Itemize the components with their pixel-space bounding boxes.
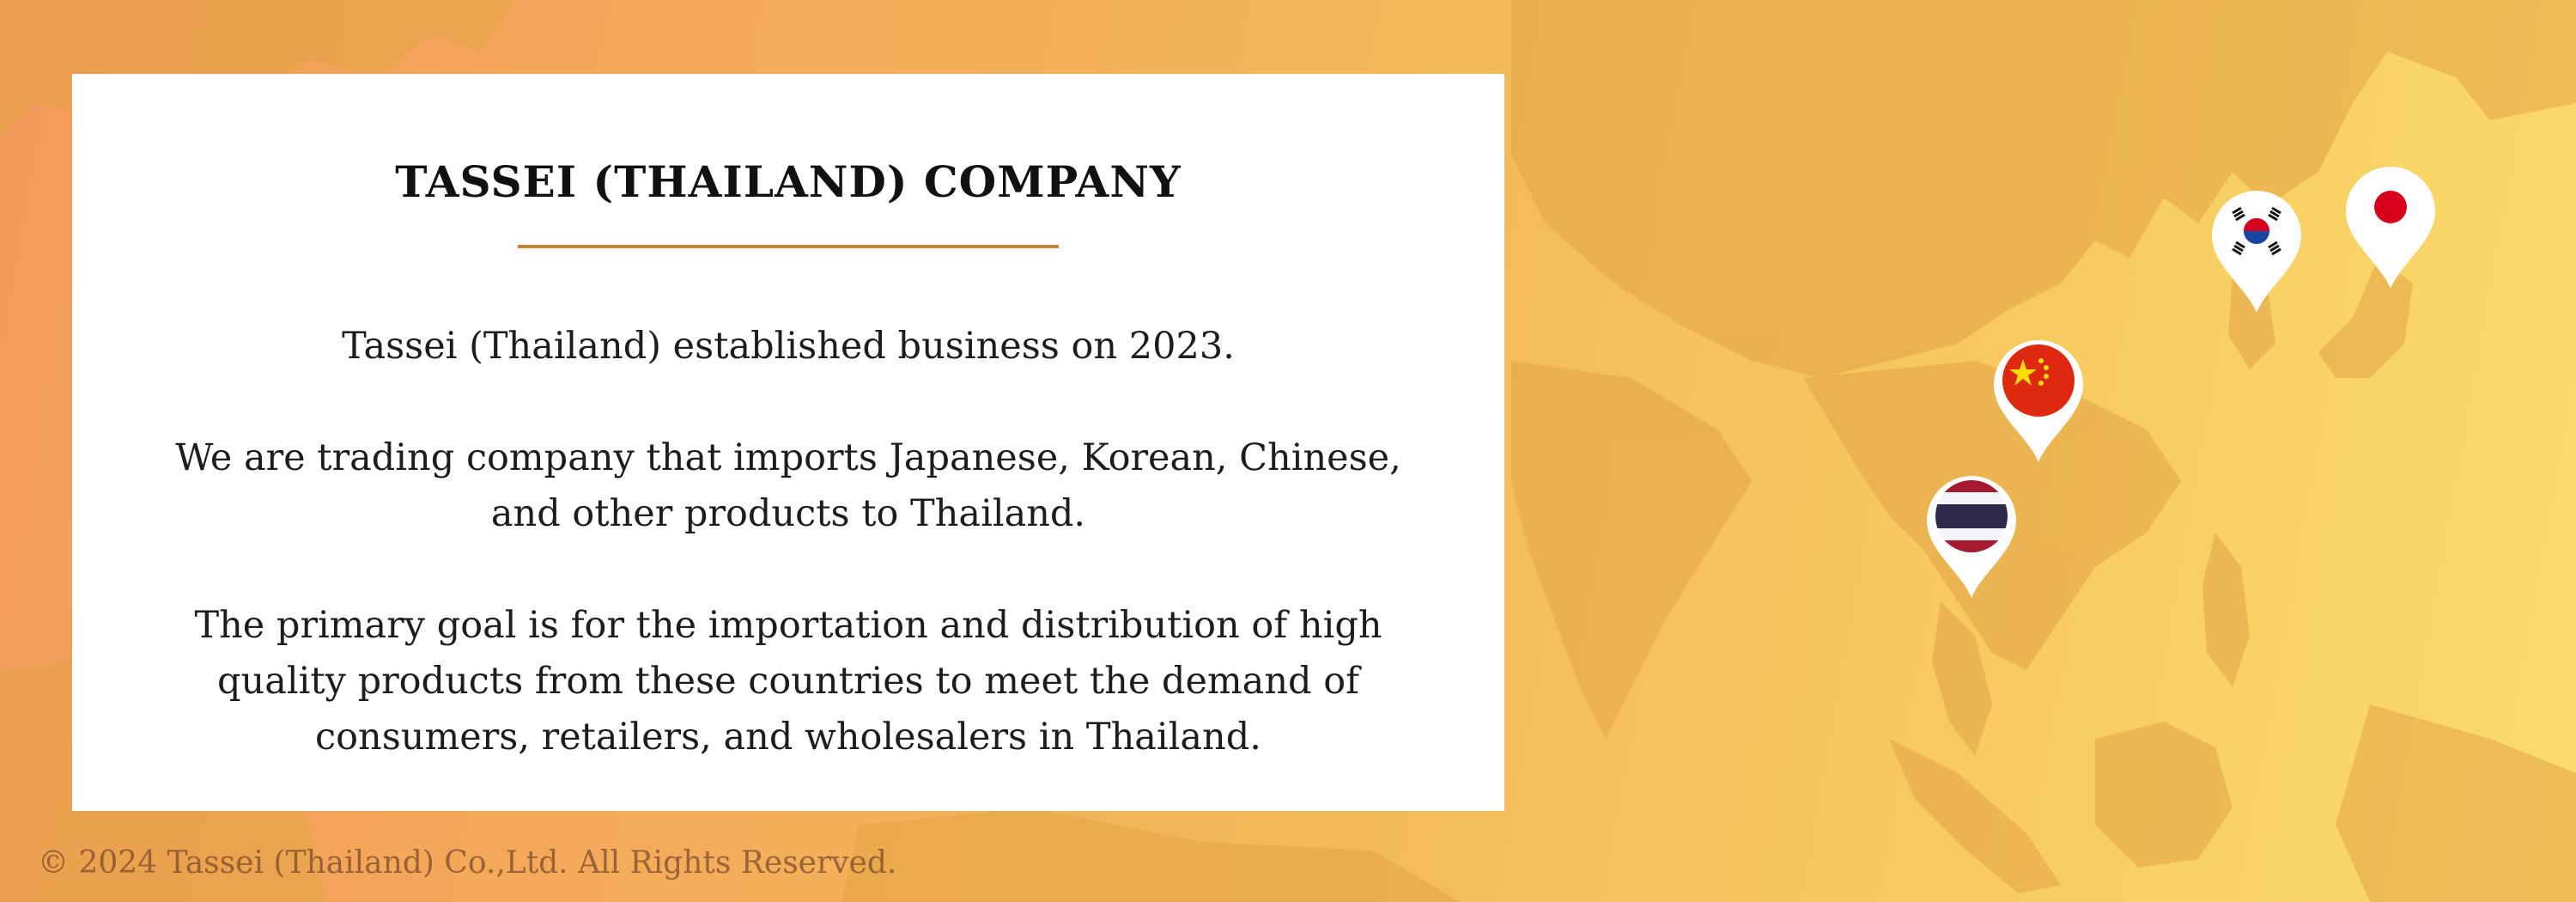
primary-goal-paragraph: The primary goal is for the importation … [179,598,1398,765]
japan-flag-icon [2339,160,2442,297]
company-info-card: TASSEI (THAILAND) COMPANY Tassei (Thaila… [72,74,1504,811]
south-korea-flag-icon [2205,184,2308,321]
title-divider [518,245,1059,248]
thailand-flag-icon [1920,469,2023,606]
trading-description-paragraph: We are trading company that imports Japa… [153,430,1424,542]
china-flag-icon [1987,333,2090,471]
copyright-footer: © 2024 Tassei (Thailand) Co.,Ltd. All Ri… [38,845,896,881]
company-title: TASSEI (THAILAND) COMPANY [72,156,1504,207]
established-paragraph: Tassei (Thailand) established business o… [136,319,1441,375]
